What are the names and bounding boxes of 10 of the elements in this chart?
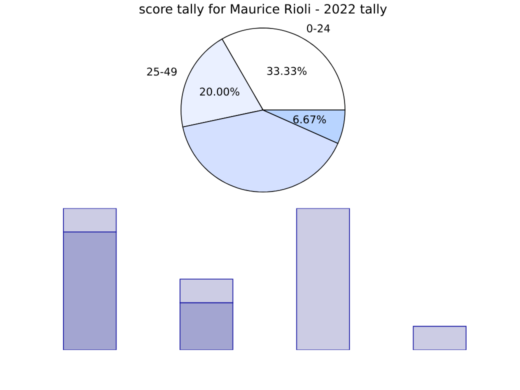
slice-label: 0-24 <box>306 24 330 32</box>
chart-title: score tally for Maurice Rioli - 2022 tally <box>140 4 387 16</box>
bar <box>63 232 117 350</box>
data-label: 33.33% <box>267 66 307 75</box>
data-label: 20.00% <box>200 88 240 96</box>
slice-label: 25-49 <box>147 68 177 76</box>
data-label: 6.67% <box>293 115 326 124</box>
bar <box>180 302 234 350</box>
bar <box>412 326 467 350</box>
bar <box>296 208 350 350</box>
